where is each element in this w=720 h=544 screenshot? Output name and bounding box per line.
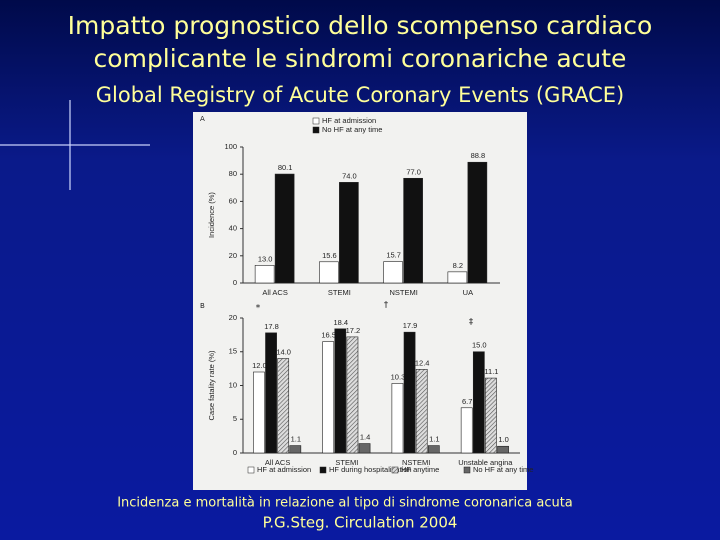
x-tick-label: All ACS [265,458,290,467]
legend-swatch [247,466,255,474]
annotation: ‡ [469,318,474,328]
bar [274,173,295,284]
annotation: † [384,301,389,311]
caption: Incidenza e mortalità in relazione al ti… [117,496,573,511]
legend-label: HF during hospitalization [329,465,412,474]
bar [319,261,339,284]
legend-swatch [312,117,320,125]
legend-label: HF anytime [401,465,439,474]
y-tick-label: 100 [224,142,237,151]
value-label: 1.4 [360,433,370,442]
y-tick-label: 5 [233,414,237,423]
value-label: 15.7 [386,251,401,260]
x-tick-label: NSTEMI [402,458,430,467]
bar [447,271,468,284]
value-label: 1.1 [291,435,301,444]
value-label: 16.5 [321,331,336,340]
bar [403,177,423,284]
citation: P.G.Steg. Circulation 2004 [263,514,458,532]
x-tick-label: STEMI [335,458,358,467]
value-label: 17.9 [403,321,418,330]
bar [415,368,428,454]
y-axis-label: Case fatality rate (%) [207,350,216,421]
y-tick-label: 10 [229,380,237,389]
value-label: 11.1 [484,367,498,376]
x-tick-label: All ACS [262,288,287,297]
annotation: * [256,304,261,314]
value-label: 15.0 [472,341,487,350]
bar [346,336,359,454]
legend-swatch [319,466,327,474]
y-tick-label: 60 [229,196,237,205]
x-tick-label: UA [463,288,473,297]
y-tick-label: 20 [229,313,237,322]
bar [254,265,275,284]
panel-letter: A [200,115,205,123]
y-axis-label: Incidence (%) [207,192,216,238]
value-label: 18.4 [334,318,349,327]
value-label: 12.4 [415,358,430,367]
value-label: 88.8 [471,151,486,160]
y-tick-label: 20 [229,251,237,260]
bar [497,445,509,454]
bar [289,445,302,454]
title: complicante le sindromi coronariche acut… [94,44,627,73]
value-label: 8.2 [453,261,463,270]
title: Impatto prognostico dello scompenso card… [68,11,653,40]
bar [322,341,335,454]
value-label: 17.8 [264,322,279,331]
y-tick-label: 0 [233,278,237,287]
legend-label: HF at admission [322,116,376,125]
value-label: 17.2 [346,326,361,335]
bar [427,445,440,454]
value-label: 13.0 [258,254,273,263]
value-label: 1.1 [429,435,439,444]
x-tick-label: Unstable angina [458,458,513,467]
legend-swatch [463,466,471,474]
value-label: 10.3 [391,372,406,381]
bar [253,371,265,454]
subtitle: Global Registry of Acute Coronary Events… [96,83,624,107]
bar [277,358,290,454]
value-label: 12.0 [252,361,267,370]
bar [265,332,277,454]
legend-label: No HF at any time [322,125,382,134]
panel-letter: B [200,302,205,310]
bar [467,161,488,284]
bar [334,328,347,454]
x-tick-label: NSTEMI [389,288,417,297]
value-label: 15.6 [322,251,337,260]
bar [460,407,473,454]
value-label: 14.0 [276,347,291,356]
value-label: 6.7 [462,397,472,406]
bar [472,351,485,454]
bar [358,443,371,454]
value-label: 80.1 [278,163,293,172]
legend-swatch [312,126,320,134]
bar [403,331,416,454]
value-label: 74.0 [342,171,357,180]
y-tick-label: 0 [233,448,237,457]
bar [339,182,359,284]
legend-label: No HF at any time [473,465,533,474]
legend-swatch [391,466,399,474]
x-tick-label: STEMI [328,288,351,297]
value-label: 77.0 [406,167,421,176]
bar [485,377,497,454]
y-tick-label: 80 [229,169,237,178]
y-tick-label: 15 [229,347,237,356]
y-tick-label: 40 [229,224,237,233]
bar [391,383,404,454]
legend-label: HF at admission [257,465,311,474]
bar [383,261,403,284]
value-label: 1.0 [498,435,508,444]
